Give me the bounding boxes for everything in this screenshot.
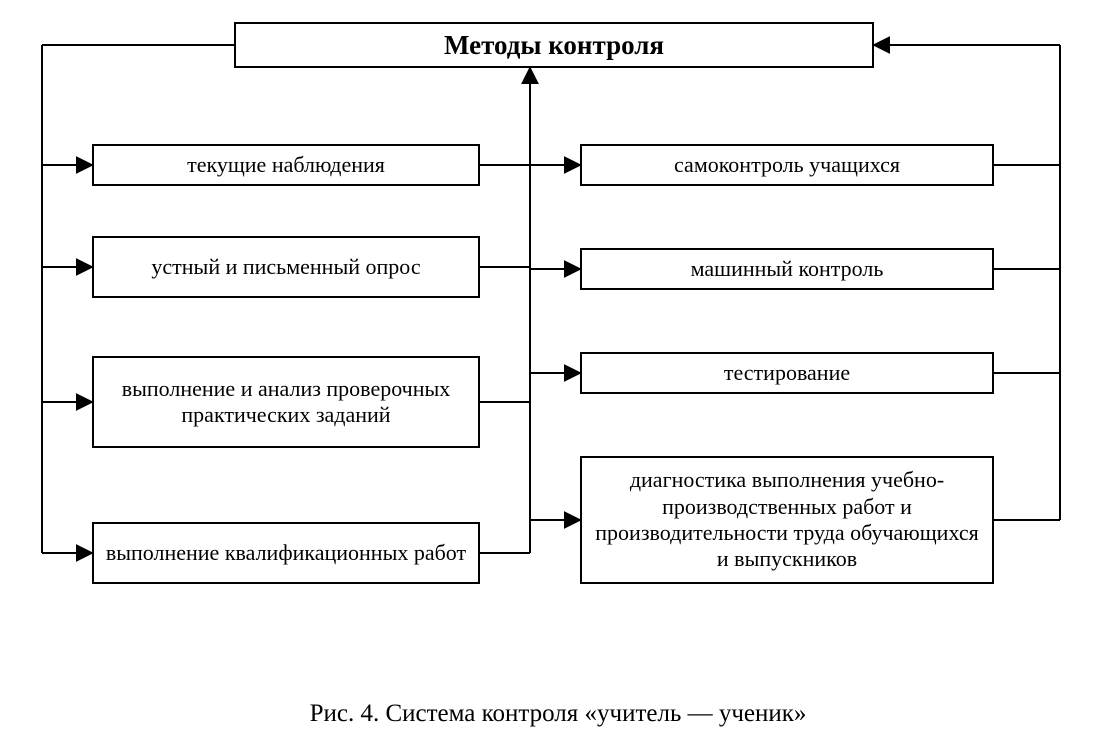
left-item-2: устный и письменный опрос [92,236,480,298]
title-box: Методы контроля [234,22,874,68]
figure-caption: Рис. 4. Система контроля «учитель — учен… [0,700,1116,728]
right-item-1-label: самоконтроль учащихся [674,152,900,178]
right-item-3-label: тестирование [724,360,850,386]
caption-label: Рис. 4. Система контроля «учитель — учен… [310,700,807,727]
left-item-4-label: выполнение квалификационных работ [106,540,466,566]
left-item-3: выполнение и анализ проверочных практиче… [92,356,480,448]
left-item-1: текущие наблюдения [92,144,480,186]
right-item-4: диагностика выполнения учебно-производст… [580,456,994,584]
right-item-3: тестирование [580,352,994,394]
left-item-3-label: выполнение и анализ проверочных практиче… [104,376,468,429]
right-item-2-label: машинный контроль [691,256,884,282]
left-item-4: выполнение квалификационных работ [92,522,480,584]
right-item-4-label: диагностика выполнения учебно-производст… [592,467,982,573]
left-item-2-label: устный и письменный опрос [151,254,420,280]
right-item-2: машинный контроль [580,248,994,290]
right-item-1: самоконтроль учащихся [580,144,994,186]
diagram-canvas: Методы контроля текущие наблюдения устны… [0,0,1116,747]
left-item-1-label: текущие наблюдения [187,152,385,178]
title-label: Методы контроля [444,29,664,61]
